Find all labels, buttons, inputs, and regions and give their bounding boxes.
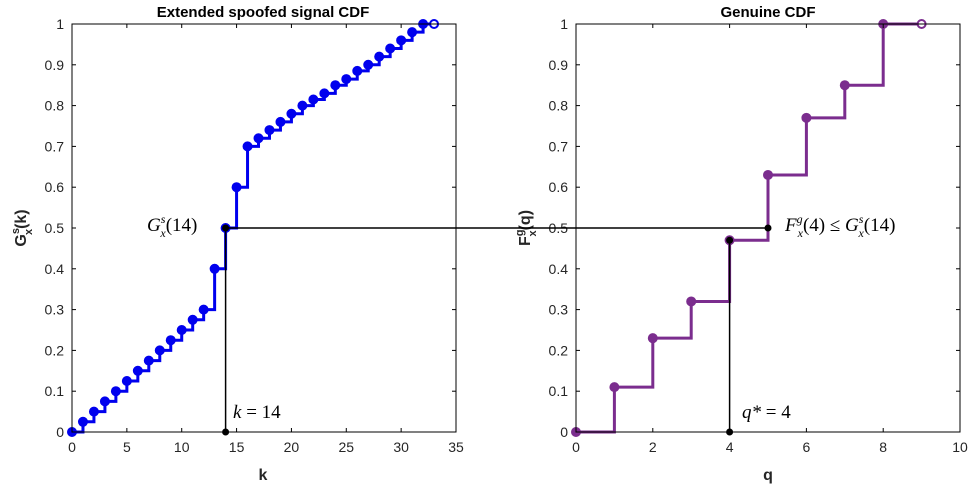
left-y-tick-label: 0.6 xyxy=(45,179,65,195)
left-data-point xyxy=(286,108,297,119)
left-x-tick-label: 15 xyxy=(229,439,245,455)
right-x-tick-label: 8 xyxy=(879,439,887,455)
left-data-point xyxy=(143,355,154,366)
right-y-axis-label: Fgx(q) xyxy=(514,210,539,246)
left-data-point xyxy=(341,74,352,85)
left-data-point xyxy=(110,386,121,397)
right-axis-marker xyxy=(726,428,734,436)
right-y-tick-label: 0.3 xyxy=(549,302,569,318)
left-x-tick-label: 35 xyxy=(448,439,464,455)
left-data-point xyxy=(330,80,341,91)
left-data-point xyxy=(209,263,220,274)
right-x-axis-label: q xyxy=(763,467,773,484)
left-x-tick-label: 5 xyxy=(123,439,131,455)
left-data-point xyxy=(176,325,187,335)
left-x-tick-label: 30 xyxy=(393,439,409,455)
genuine-cdf-panel: Genuine CDF 0 2 4 6 8 1000.10.20.30.40.50.60.… xyxy=(514,4,968,484)
left-y-axis-label: Gsx(k) xyxy=(10,209,35,246)
left-y-tick-label: 0 xyxy=(56,424,64,440)
left-data-point xyxy=(407,27,418,38)
right-y-tick-label: 0.8 xyxy=(549,98,569,114)
connector-lines xyxy=(222,224,772,436)
left-axis-marker xyxy=(222,428,230,436)
right-y-tick-label: 0.6 xyxy=(549,179,569,195)
left-k-annotation: k = 14 xyxy=(233,402,281,423)
right-y-tick-label: 0.1 xyxy=(549,383,569,399)
left-data-point xyxy=(198,304,209,315)
right-point-marker xyxy=(764,224,772,232)
right-inequality-annotation: Fg x(4) ≤ Gs x(14) xyxy=(784,212,895,240)
left-data-point xyxy=(319,88,330,99)
left-x-tick-label: 25 xyxy=(338,439,354,455)
left-data-point xyxy=(121,376,132,386)
left-data-point xyxy=(396,35,407,46)
right-data-point xyxy=(763,169,773,180)
right-y-tick-label: 0.9 xyxy=(549,57,569,73)
right-y-tick-label: 0.4 xyxy=(549,261,569,277)
left-data-point xyxy=(308,94,319,105)
right-x-tick-label: 10 xyxy=(952,439,968,455)
right-data-point xyxy=(839,80,850,91)
left-series-marks xyxy=(67,19,440,437)
right-step-line xyxy=(576,22,922,434)
left-data-point xyxy=(88,406,99,417)
left-data-point xyxy=(374,51,385,62)
left-y-tick-label: 0.1 xyxy=(45,383,65,399)
right-x-tick-label: 4 xyxy=(726,439,734,455)
left-data-point xyxy=(264,125,275,136)
left-point-marker xyxy=(222,224,230,232)
right-q-annotation: q* = 4 xyxy=(742,402,791,423)
right-chart-title: Genuine CDF xyxy=(720,4,815,21)
left-x-tick-label: 0 xyxy=(68,439,76,455)
spoofed-cdf-panel: Extended spoofed signal CDF 0 5 10 15 20 25 30… xyxy=(10,4,464,484)
left-x-tick-label: 10 xyxy=(174,439,190,455)
left-data-point xyxy=(132,365,143,376)
right-y-tick-label: 0.2 xyxy=(549,342,569,358)
right-x-tick-label: 2 xyxy=(649,439,657,455)
right-y-tick-label: 0 xyxy=(560,424,568,440)
right-data-point xyxy=(647,333,658,344)
left-y-tick-label: 0.7 xyxy=(45,138,65,154)
left-data-point xyxy=(154,345,165,356)
left-y-tick-label: 1 xyxy=(56,16,64,32)
right-x-tick-label: 6 xyxy=(803,439,811,455)
left-data-point xyxy=(385,43,396,54)
right-q-marker xyxy=(726,236,734,244)
left-y-tick-label: 0.4 xyxy=(45,261,65,277)
left-data-point xyxy=(77,416,88,427)
left-data-point xyxy=(165,335,176,346)
left-y-tick-label: 0.5 xyxy=(45,220,65,236)
left-data-point xyxy=(363,59,374,70)
left-y-tick-label: 0.2 xyxy=(45,342,65,358)
left-data-point xyxy=(275,116,286,127)
right-y-tick-label: 0.7 xyxy=(549,138,569,154)
left-y-tick-label: 0.3 xyxy=(45,302,65,318)
left-data-point xyxy=(99,396,110,407)
left-data-point xyxy=(297,100,308,111)
left-chart-title: Extended spoofed signal CDF xyxy=(157,4,370,21)
left-data-point xyxy=(352,65,363,76)
left-x-tick-label: 20 xyxy=(284,439,300,455)
left-data-point xyxy=(231,182,242,193)
right-data-point xyxy=(801,112,812,123)
right-data-point xyxy=(686,296,697,307)
right-y-tick-label: 1 xyxy=(560,16,568,32)
left-point-annotation: Gs x(14) xyxy=(147,212,197,240)
left-data-point xyxy=(187,314,198,325)
left-y-tick-label: 0.9 xyxy=(45,57,65,73)
left-data-point xyxy=(253,133,264,144)
right-x-tick-label: 0 xyxy=(572,439,580,455)
left-data-point xyxy=(242,141,253,152)
left-x-axis-label: k xyxy=(259,467,268,484)
left-y-tick-label: 0.8 xyxy=(45,98,65,114)
left-tick-labels: 0 5 10 15 20 25 30 35 0 0.1 0.2 0.3 0.4 0.5 0.6 0.7 0.8 0… xyxy=(45,16,464,455)
right-data-point xyxy=(609,382,620,393)
